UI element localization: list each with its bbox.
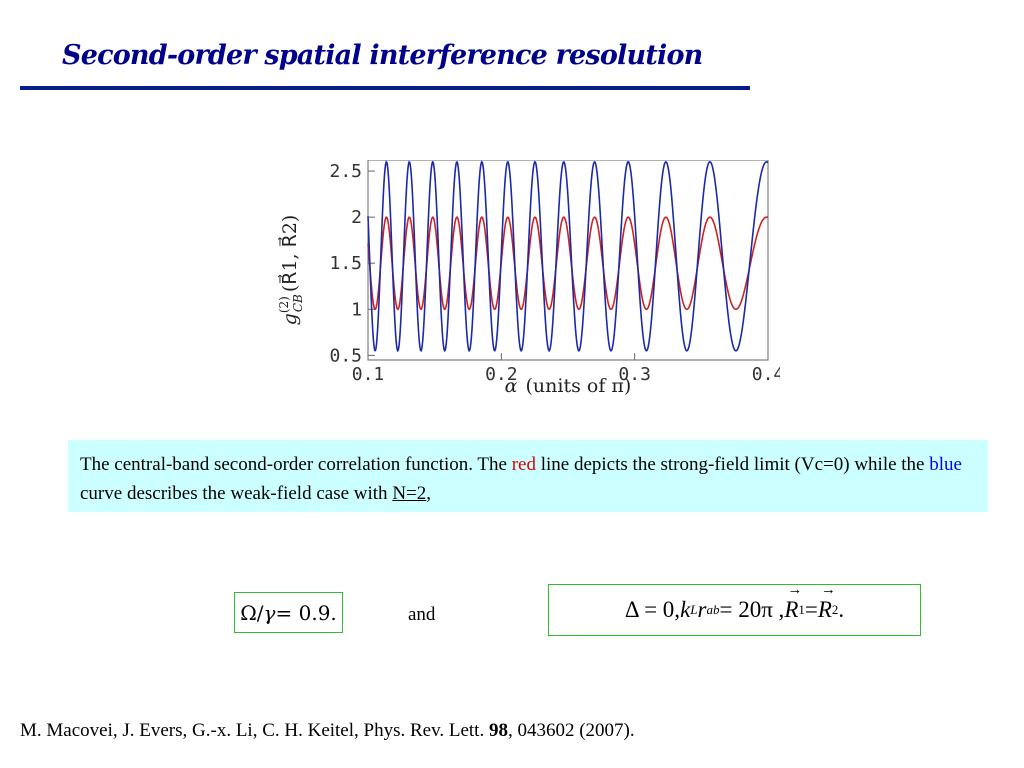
y-axis-ticks: 0.5 1 1.5 2 2.5 xyxy=(329,161,375,366)
caption-text-4: , xyxy=(426,483,431,504)
blue-series-line xyxy=(367,160,769,353)
red-series-line xyxy=(367,216,769,311)
x-tick-label: 0.1 xyxy=(352,364,385,385)
eq-omega: Ω xyxy=(240,600,257,625)
eq-r2-sub: 2 xyxy=(831,602,839,617)
eq-k: k xyxy=(680,597,691,622)
y-tick-label: 2 xyxy=(351,207,362,228)
eq-slash: / xyxy=(256,600,264,625)
citation-prefix: M. Macovei, J. Evers, G.-x. Li, C. H. Ke… xyxy=(20,720,489,741)
caption-box: The central-band second-order correlatio… xyxy=(68,440,988,512)
plot-frame xyxy=(367,160,769,361)
eq-vector-r1: R xyxy=(784,582,802,623)
eq-equals: = xyxy=(804,597,818,622)
x-tick-label: 0.4 xyxy=(752,364,780,385)
eq-value: = 0.9. xyxy=(275,600,337,625)
eq-end: . xyxy=(838,597,845,622)
y-label-args: (R⃗1, R⃗2) xyxy=(278,215,301,292)
caption-text-3: curve describes the weak-field case with xyxy=(80,483,393,504)
equation-omega-gamma: Ω / γ = 0.9. xyxy=(234,592,343,633)
citation-suffix: , 043602 (2007). xyxy=(507,720,635,741)
citation: M. Macovei, J. Evers, G.-x. Li, C. H. Ke… xyxy=(20,720,635,742)
caption-blue-word: blue xyxy=(929,454,962,475)
y-tick-label: 1.5 xyxy=(329,253,362,274)
caption-text-2: line depicts the strong-field limit (Vc=… xyxy=(535,454,930,475)
y-tick-label: 1 xyxy=(351,299,362,320)
x-axis-ticks: 0.1 0.2 0.3 0.4 xyxy=(352,353,780,385)
x-label-units: (units of π) xyxy=(526,375,632,397)
y-tick-label: 2.5 xyxy=(329,161,362,182)
y-tick-label: 0.5 xyxy=(329,345,362,366)
title-underline xyxy=(20,86,750,90)
caption-n-value: N=2 xyxy=(392,483,427,504)
x-axis-label: α (units of π) xyxy=(505,375,632,397)
eq-r1-sub: 1 xyxy=(798,602,805,617)
eq-gamma: γ xyxy=(263,600,276,625)
and-connector: and xyxy=(408,604,436,625)
eq-delta: Δ = 0, xyxy=(624,597,681,622)
eq-r-sub: ab xyxy=(706,602,720,617)
correlation-plot: 0.5 1 1.5 2 2.5 0.1 0.2 0.3 0.4 g(2)CB (R⃗1, R⃗2… xyxy=(277,160,780,397)
eq-k-sub: L xyxy=(690,602,698,617)
eq-vector-r2: R xyxy=(818,582,836,623)
citation-volume: 98 xyxy=(488,720,508,741)
caption-text-1: The central-band second-order correlatio… xyxy=(80,454,512,475)
y-label-sub: CB xyxy=(291,294,305,312)
y-label-g: g xyxy=(279,313,301,325)
eq-r: r xyxy=(697,597,707,622)
caption-red-word: red xyxy=(511,454,536,475)
x-tick-label: 0.2 xyxy=(485,364,518,385)
x-label-alpha: α xyxy=(505,375,518,397)
slide-title: Second-order spatial interference resolu… xyxy=(62,40,703,71)
y-label-sup: (2) xyxy=(277,296,291,313)
y-axis-label: g(2)CB (R⃗1, R⃗2) xyxy=(277,215,305,326)
eq-mid: = 20π , xyxy=(719,597,785,622)
x-tick-label: 0.3 xyxy=(618,364,651,385)
